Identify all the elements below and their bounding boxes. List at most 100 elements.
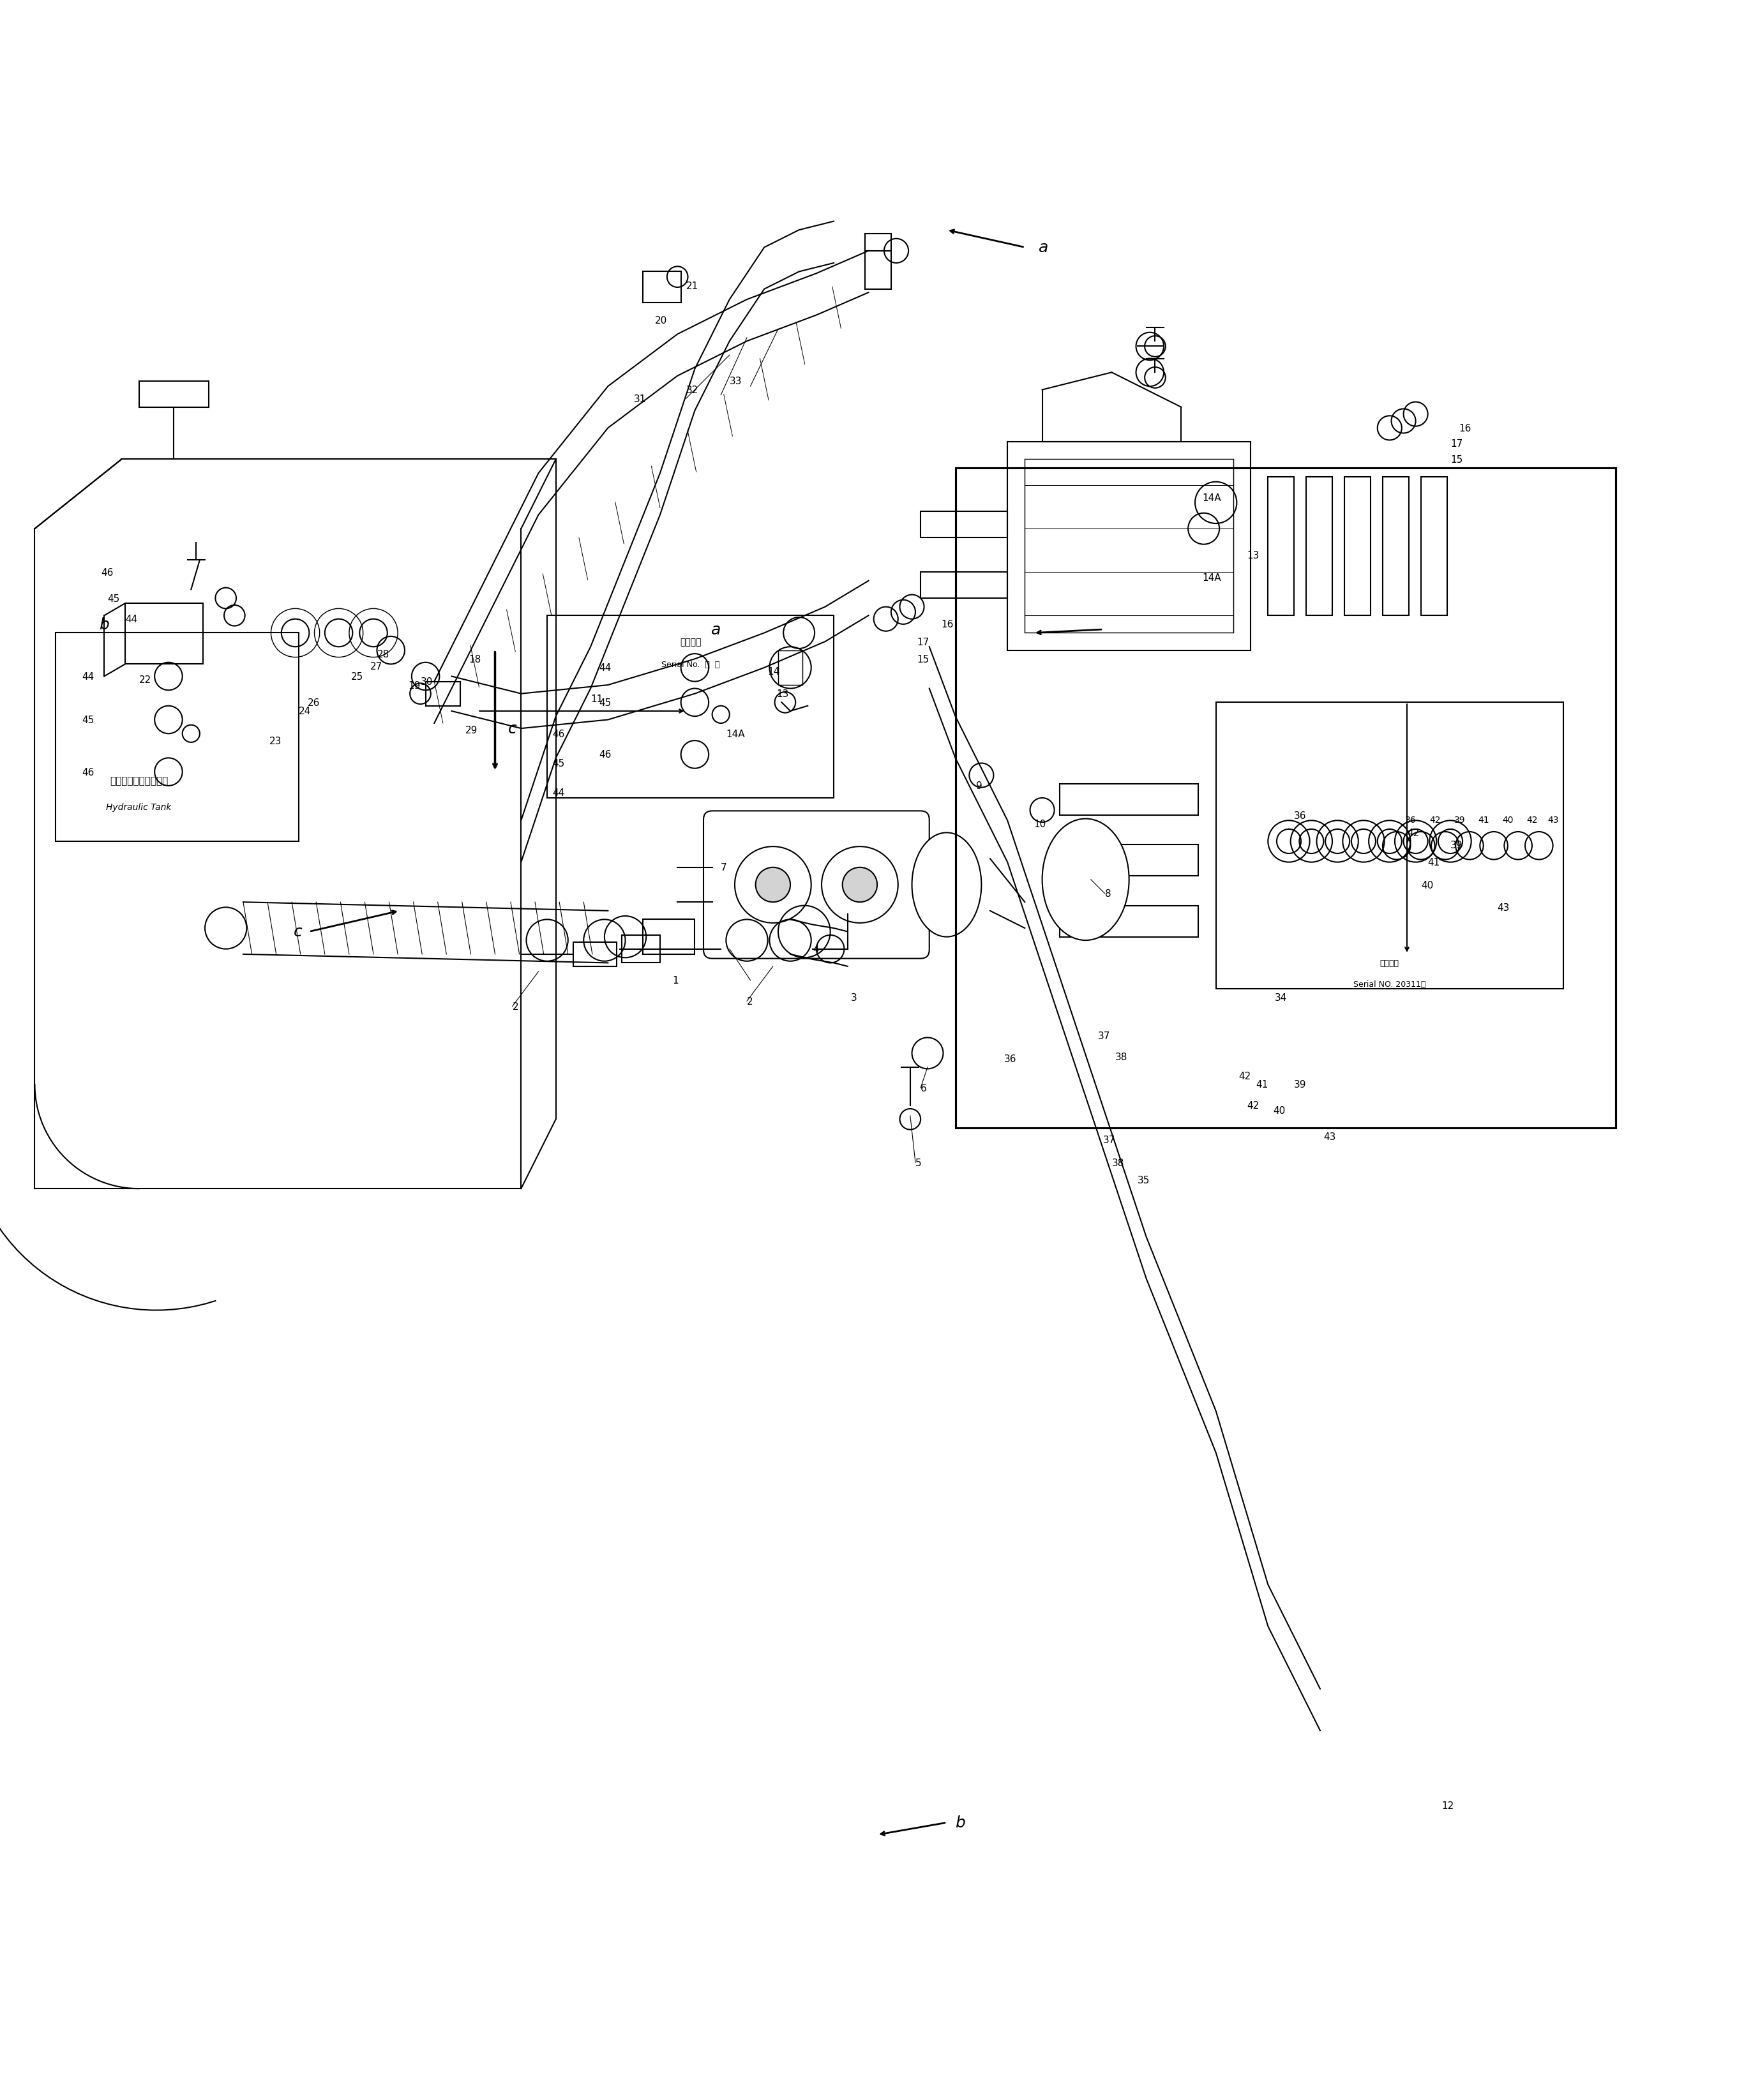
Text: 35: 35 [1138, 1176, 1150, 1184]
Ellipse shape [1042, 819, 1129, 941]
Text: 36: 36 [1004, 1054, 1016, 1063]
Text: 39: 39 [1450, 840, 1463, 851]
Text: 24: 24 [299, 706, 311, 716]
Text: c: c [294, 924, 302, 939]
Bar [1306, 477, 1332, 615]
Text: Hydraulic Tank: Hydraulic Tank [106, 802, 172, 811]
Text: 39: 39 [1294, 1079, 1306, 1090]
Circle shape [842, 867, 877, 903]
Text: 31: 31 [634, 395, 646, 403]
Text: 17: 17 [917, 636, 929, 647]
Bar [1060, 844, 1199, 876]
Text: 28: 28 [377, 649, 389, 659]
Text: 41: 41 [1428, 857, 1440, 867]
Text: 13: 13 [1247, 550, 1259, 561]
Text: 38: 38 [1115, 1052, 1127, 1063]
Text: c: c [507, 720, 518, 737]
Text: 45: 45 [552, 758, 565, 769]
Text: 9: 9 [976, 781, 983, 792]
Text: Serial NO. 20311～: Serial NO. 20311～ [1353, 981, 1426, 989]
Text: 34: 34 [1275, 993, 1287, 1002]
Text: 41: 41 [1256, 1079, 1268, 1090]
Text: 8: 8 [1105, 888, 1112, 899]
Text: ハイドロリックタンク: ハイドロリックタンク [109, 777, 168, 785]
Text: 46: 46 [599, 750, 611, 760]
Text: a: a [710, 622, 721, 638]
Text: b: b [99, 617, 109, 632]
Text: 19: 19 [408, 680, 420, 691]
Text: 45: 45 [82, 716, 94, 724]
Text: 42: 42 [1407, 827, 1419, 838]
Bar [1060, 905, 1199, 937]
Text: 40: 40 [1503, 815, 1513, 825]
Text: 43: 43 [1548, 815, 1558, 825]
Bar [125, 605, 203, 664]
Text: 38: 38 [1112, 1157, 1124, 1168]
Text: 42: 42 [1238, 1071, 1251, 1082]
Text: 42: 42 [1430, 815, 1440, 825]
Text: 46: 46 [101, 567, 113, 578]
Text: 44: 44 [125, 615, 137, 624]
Text: 14A: 14A [1202, 494, 1221, 502]
Text: 42: 42 [1527, 815, 1537, 825]
Text: 20: 20 [655, 315, 667, 326]
Text: 13: 13 [776, 689, 789, 699]
Text: 40: 40 [1421, 880, 1433, 890]
Bar [1060, 783, 1199, 815]
FancyBboxPatch shape [703, 811, 929, 960]
Text: 27: 27 [370, 662, 382, 672]
Text: b: b [955, 1814, 966, 1831]
Bar [622, 934, 660, 964]
Text: 43: 43 [1497, 903, 1509, 911]
Text: 25: 25 [351, 672, 363, 682]
Text: 18: 18 [469, 655, 481, 664]
Text: 46: 46 [552, 729, 565, 739]
Bar [921, 512, 1007, 538]
Text: 30: 30 [420, 676, 433, 687]
Text: 16: 16 [1459, 424, 1471, 433]
Bar [426, 682, 460, 706]
Bar [865, 252, 891, 290]
Text: 7: 7 [721, 863, 728, 872]
Bar [1383, 477, 1409, 615]
Bar [1344, 477, 1370, 615]
Text: 40: 40 [1273, 1107, 1285, 1115]
Text: a: a [1039, 239, 1049, 256]
Bar [1268, 477, 1294, 615]
Text: 36: 36 [1405, 815, 1416, 825]
Text: 26: 26 [307, 697, 320, 708]
Text: 10: 10 [1034, 819, 1046, 830]
Text: 3: 3 [851, 993, 858, 1002]
Text: 41: 41 [1478, 815, 1489, 825]
Bar [643, 273, 681, 302]
Text: 12: 12 [1442, 1800, 1454, 1810]
Text: 43: 43 [1324, 1132, 1336, 1142]
Text: 14A: 14A [1202, 573, 1221, 582]
Text: 45: 45 [599, 697, 611, 708]
Text: 5: 5 [915, 1157, 922, 1168]
Text: Serial No.  ･  ～: Serial No. ･ ～ [662, 659, 719, 668]
Text: 16: 16 [941, 620, 954, 630]
Text: 15: 15 [917, 655, 929, 664]
Text: 42: 42 [1247, 1100, 1259, 1111]
Text: 39: 39 [1454, 815, 1464, 825]
Text: 36: 36 [1294, 811, 1306, 821]
Text: 2: 2 [747, 998, 754, 1006]
Ellipse shape [912, 834, 981, 937]
Bar [1007, 443, 1251, 651]
Bar [865, 233, 891, 252]
Text: 46: 46 [82, 766, 94, 777]
Text: 44: 44 [599, 664, 611, 672]
Text: 適用号機: 適用号機 [679, 638, 702, 647]
Text: 14A: 14A [726, 729, 745, 739]
Text: 21: 21 [686, 281, 698, 290]
Text: 33: 33 [730, 376, 742, 386]
Bar [1421, 477, 1447, 615]
Bar [1216, 704, 1563, 989]
Bar [1025, 460, 1233, 634]
Text: 6: 6 [921, 1084, 928, 1092]
Text: 15: 15 [1450, 456, 1463, 464]
Text: 29: 29 [466, 727, 478, 735]
Text: 4: 4 [813, 945, 820, 953]
Text: 37: 37 [1103, 1136, 1115, 1145]
